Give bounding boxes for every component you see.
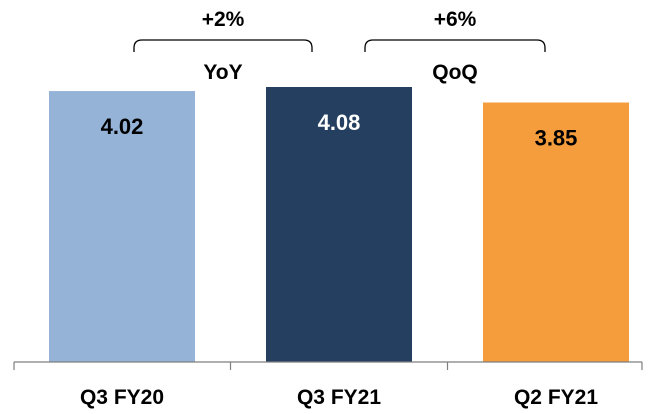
value-labels-group: 4.02 4.08 3.85 — [101, 110, 578, 151]
x-axis — [13, 361, 643, 370]
value-label-q3-fy21: 4.08 — [318, 110, 361, 135]
change-label-yoy: +2% — [202, 8, 245, 31]
bars-group — [49, 87, 629, 363]
x-tick-labels-group: Q3 FY20 Q3 FY21 Q2 FY21 — [80, 386, 598, 409]
comparison-label-yoy: YoY — [203, 61, 242, 84]
bar-q3-fy21 — [266, 87, 412, 362]
bracket-yoy — [133, 39, 313, 52]
bar-q2-fy21 — [483, 102, 629, 363]
x-tick-label-q2-fy21: Q2 FY21 — [514, 386, 598, 409]
value-label-q2-fy21: 3.85 — [535, 126, 578, 151]
value-label-q3-fy20: 4.02 — [101, 114, 144, 139]
x-tick-label-q3-fy20: Q3 FY20 — [80, 386, 164, 409]
x-tick-label-q3-fy21: Q3 FY21 — [297, 386, 381, 409]
annotations-group: +2% YoY +6% QoQ — [133, 8, 546, 84]
bracket-qoq — [364, 39, 546, 52]
change-label-qoq: +6% — [434, 8, 477, 31]
bar-q3-fy20 — [49, 91, 195, 362]
comparison-label-qoq: QoQ — [432, 61, 478, 84]
